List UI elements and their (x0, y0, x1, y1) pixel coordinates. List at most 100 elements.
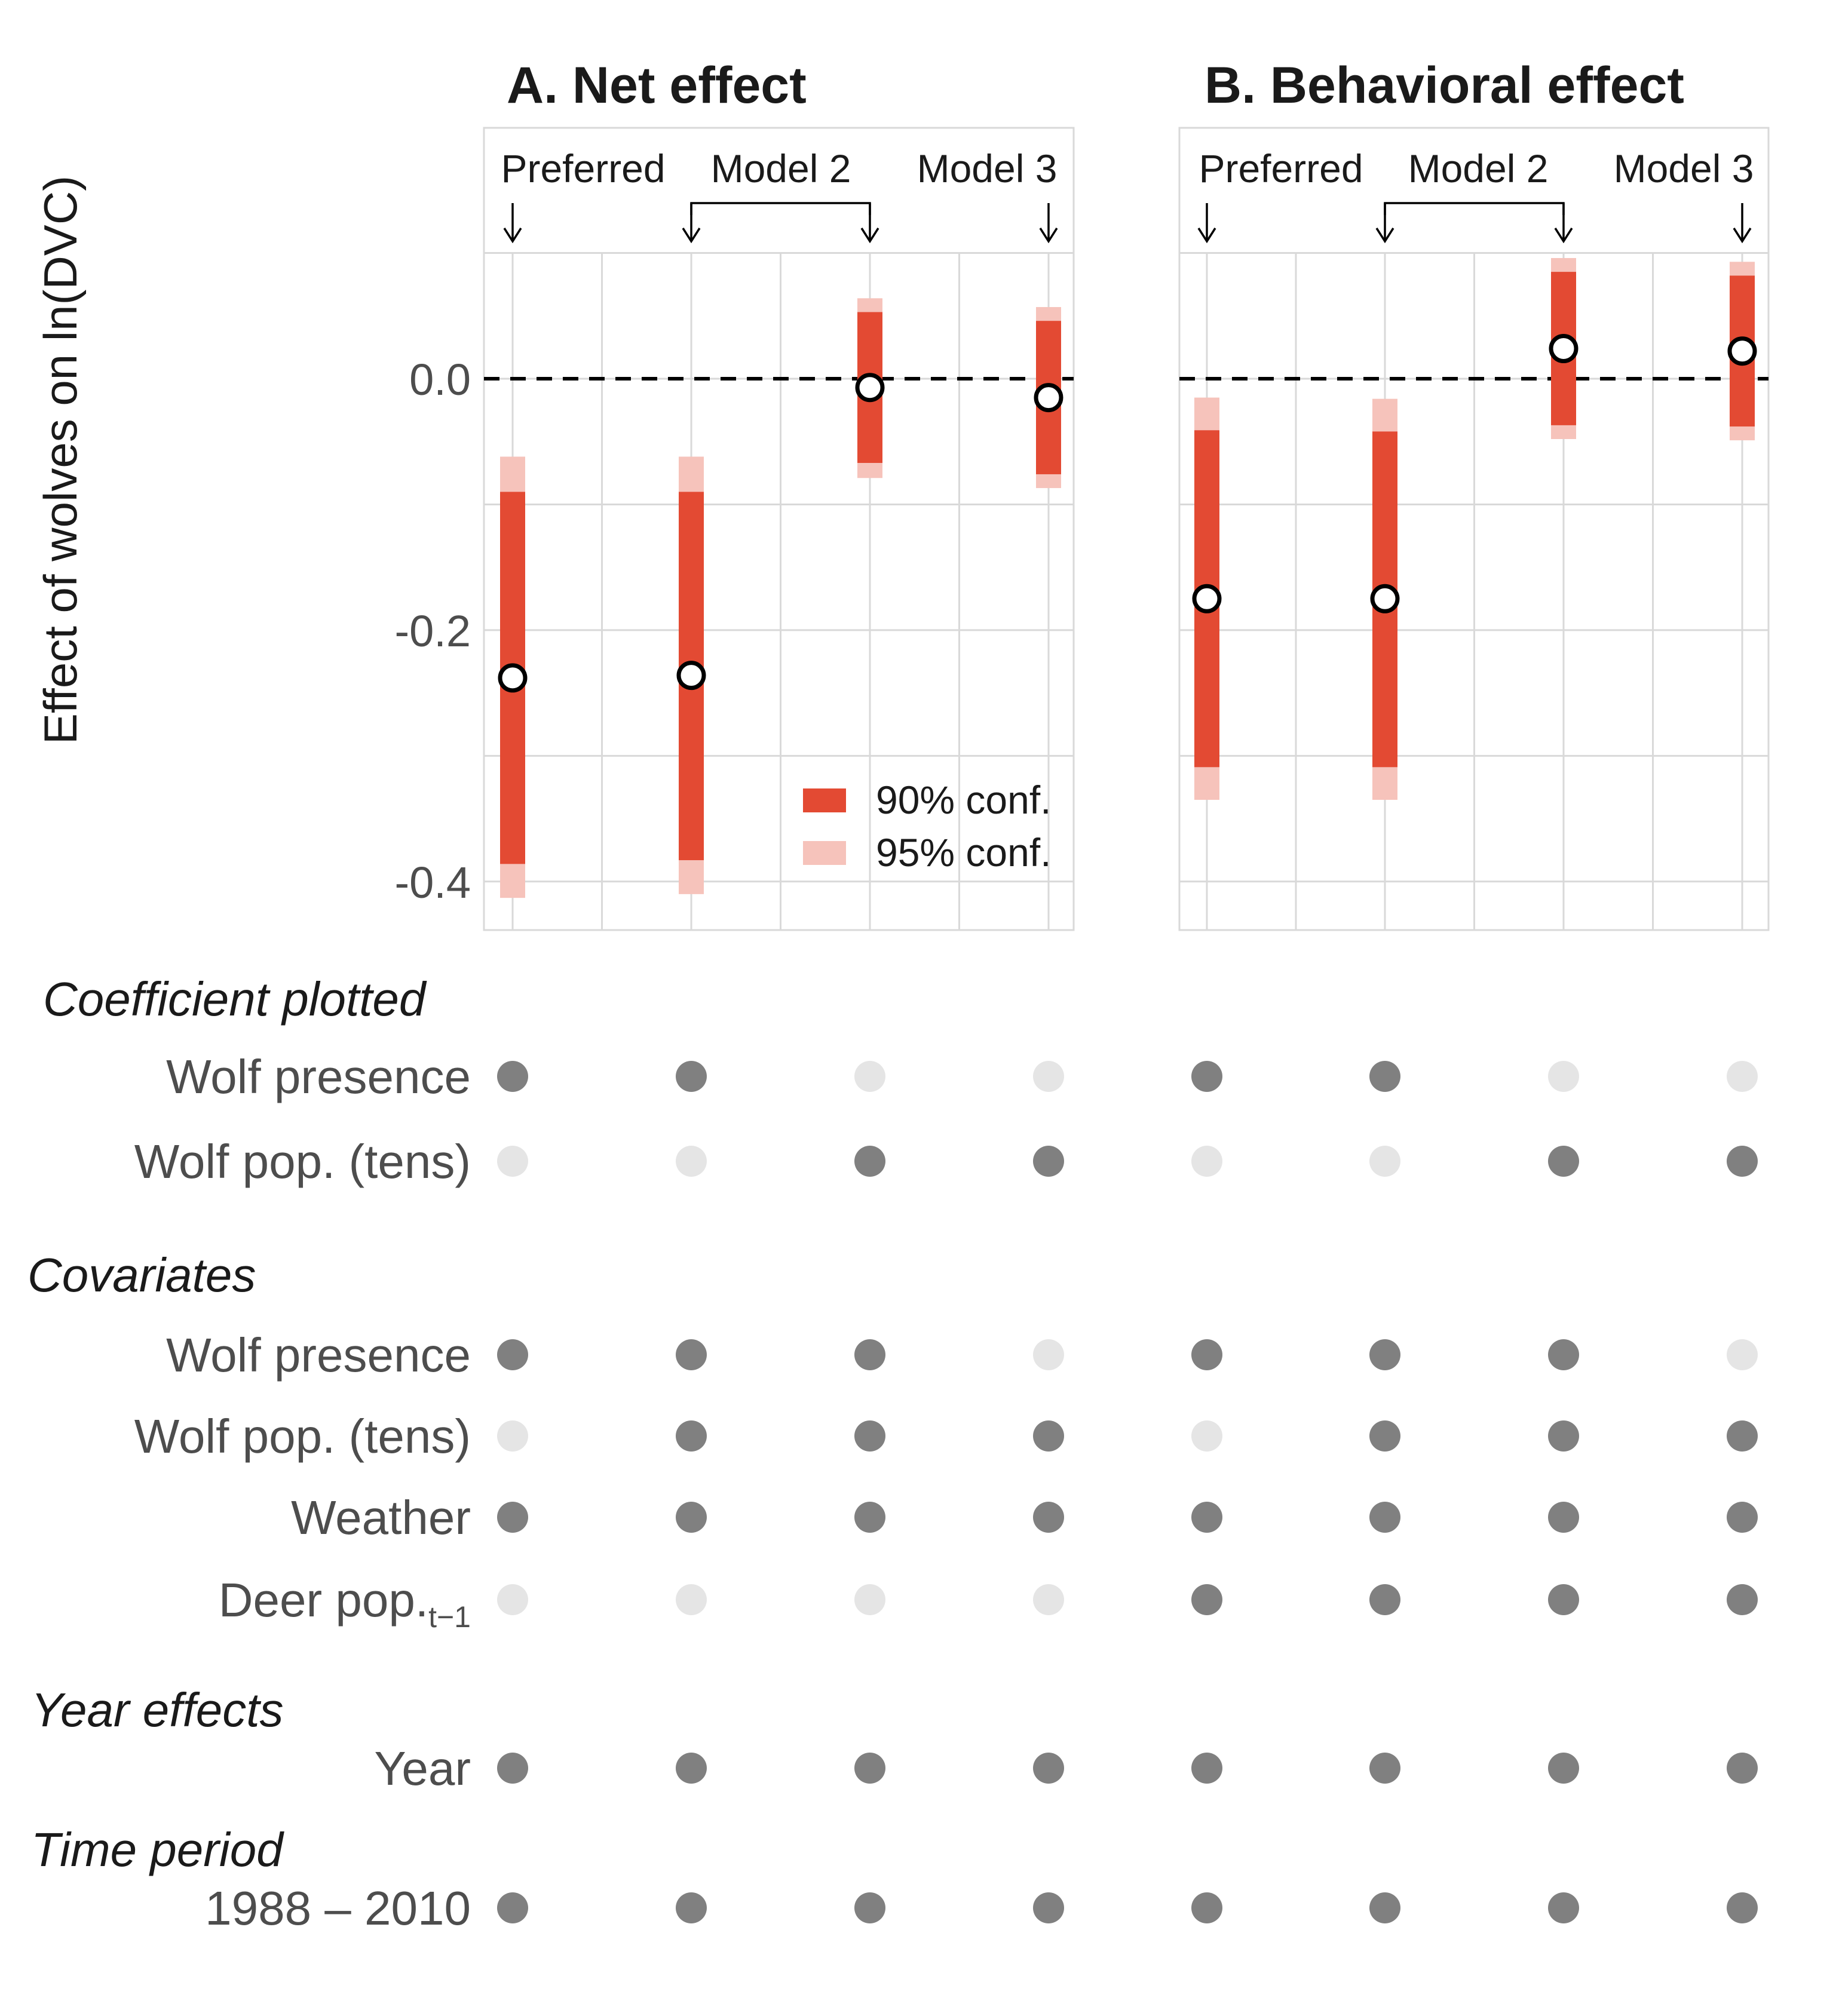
spec-dot-included (676, 1061, 707, 1092)
spec-row-label: Year (374, 1742, 471, 1795)
annotation-arrowhead (1039, 228, 1058, 244)
spec-dot-included (676, 1753, 707, 1784)
y-tick-label: -0.4 (394, 858, 471, 907)
point-estimate (676, 661, 706, 691)
spec-dot-included (1548, 1502, 1579, 1533)
annotation-model-2: Model 2 (711, 146, 851, 191)
panel-a-title: A. Net effect (507, 57, 807, 114)
spec-dot-excluded (1033, 1584, 1064, 1615)
spec-dot-included (1727, 1584, 1758, 1615)
spec-dot-included (1369, 1061, 1400, 1092)
point-estimate (855, 373, 885, 403)
spec-dot-included (854, 1753, 885, 1784)
spec-dot-included (497, 1061, 528, 1092)
spec-row-label: Wolf presence (166, 1328, 471, 1382)
spec-dot-excluded (1727, 1061, 1758, 1092)
spec-dot-included (676, 1339, 707, 1370)
panel-border (483, 127, 1075, 931)
point-estimate (1727, 336, 1757, 366)
spec-dot-included (676, 1502, 707, 1533)
spec-dot-excluded (676, 1584, 707, 1615)
spec-dot-included (1033, 1892, 1064, 1923)
point-estimate (1192, 584, 1222, 613)
spec-dot-included (854, 1146, 885, 1177)
y-tick-label: 0.0 (409, 355, 471, 404)
spec-dot-included (1191, 1753, 1222, 1784)
spec-dot-included (1191, 1061, 1222, 1092)
spec-dot-included (1191, 1502, 1222, 1533)
spec-dot-included (854, 1892, 885, 1923)
y-axis-label: Effect of wolves on ln(DVC) (34, 176, 87, 744)
annotation-model-3: Model 3 (917, 146, 1058, 191)
spec-dot-included (854, 1339, 885, 1370)
legend-label-ci90: 90% conf. (876, 778, 1052, 822)
spec-dot-included (1727, 1892, 1758, 1923)
spec-section-label: Covariates (27, 1248, 256, 1302)
spec-dot-excluded (1033, 1061, 1064, 1092)
annotation-arrowhead (1733, 228, 1752, 244)
annotation-preferred: Preferred (1199, 146, 1363, 191)
spec-dot-included (1548, 1146, 1579, 1177)
spec-dot-excluded (1033, 1339, 1064, 1370)
legend-label-ci95: 95% conf. (876, 830, 1052, 874)
y-tick-label: -0.2 (394, 606, 471, 656)
annotation-arrowhead (1375, 228, 1394, 244)
spec-dot-excluded (1548, 1061, 1579, 1092)
spec-dot-included (1191, 1584, 1222, 1615)
spec-dot-excluded (676, 1146, 707, 1177)
spec-dot-excluded (497, 1584, 528, 1615)
annotation-arrowhead (860, 228, 879, 244)
point-estimate (1034, 383, 1063, 413)
spec-dot-included (1548, 1892, 1579, 1923)
spec-dot-excluded (1191, 1420, 1222, 1452)
spec-dot-excluded (1369, 1146, 1400, 1177)
spec-row-label: Weather (291, 1491, 471, 1544)
spec-dot-included (1369, 1339, 1400, 1370)
spec-dot-excluded (854, 1584, 885, 1615)
spec-dot-excluded (497, 1420, 528, 1452)
spec-dot-included (1033, 1502, 1064, 1533)
spec-dot-included (1727, 1146, 1758, 1177)
spec-row-label: Wolf presence (166, 1050, 471, 1103)
annotation-bracket (1384, 202, 1565, 215)
spec-dot-included (497, 1753, 528, 1784)
spec-section-label: Time period (31, 1823, 284, 1876)
spec-dot-included (1191, 1339, 1222, 1370)
spec-dot-included (1727, 1502, 1758, 1533)
annotation-model-3: Model 3 (1614, 146, 1754, 191)
point-estimate (498, 663, 528, 693)
annotation-arrowhead (682, 228, 701, 244)
spec-dot-included (676, 1892, 707, 1923)
spec-row-label: Wolf pop. (tens) (134, 1410, 471, 1463)
spec-dot-included (1191, 1892, 1222, 1923)
spec-section-label: Year effects (31, 1683, 283, 1736)
legend-swatch-ci95 (803, 841, 846, 865)
point-estimate (1370, 584, 1400, 613)
spec-dot-included (497, 1892, 528, 1923)
annotation-arrowhead (1554, 228, 1573, 244)
legend-swatch-ci90 (803, 788, 846, 812)
spec-row-label: Deer pop.t−1 (219, 1573, 471, 1634)
spec-dot-excluded (1727, 1339, 1758, 1370)
spec-section-label: Coefficient plotted (43, 972, 427, 1026)
spec-dot-excluded (497, 1146, 528, 1177)
spec-dot-included (1033, 1146, 1064, 1177)
spec-dot-excluded (1191, 1146, 1222, 1177)
spec-dot-included (676, 1420, 707, 1452)
spec-dot-included (497, 1502, 528, 1533)
spec-dot-included (497, 1339, 528, 1370)
spec-dot-included (1369, 1502, 1400, 1533)
point-estimate (1549, 333, 1579, 363)
spec-dot-included (1548, 1584, 1579, 1615)
annotation-arrowhead (1197, 228, 1216, 244)
spec-dot-included (1033, 1420, 1064, 1452)
panel-b-title: B. Behavioral effect (1204, 57, 1684, 114)
annotation-model-2: Model 2 (1408, 146, 1549, 191)
annotation-preferred: Preferred (501, 146, 665, 191)
spec-dot-included (854, 1502, 885, 1533)
spec-dot-included (1369, 1753, 1400, 1784)
annotation-bracket (690, 202, 871, 215)
spec-row-label: Wolf pop. (tens) (134, 1135, 471, 1188)
spec-dot-included (1369, 1584, 1400, 1615)
